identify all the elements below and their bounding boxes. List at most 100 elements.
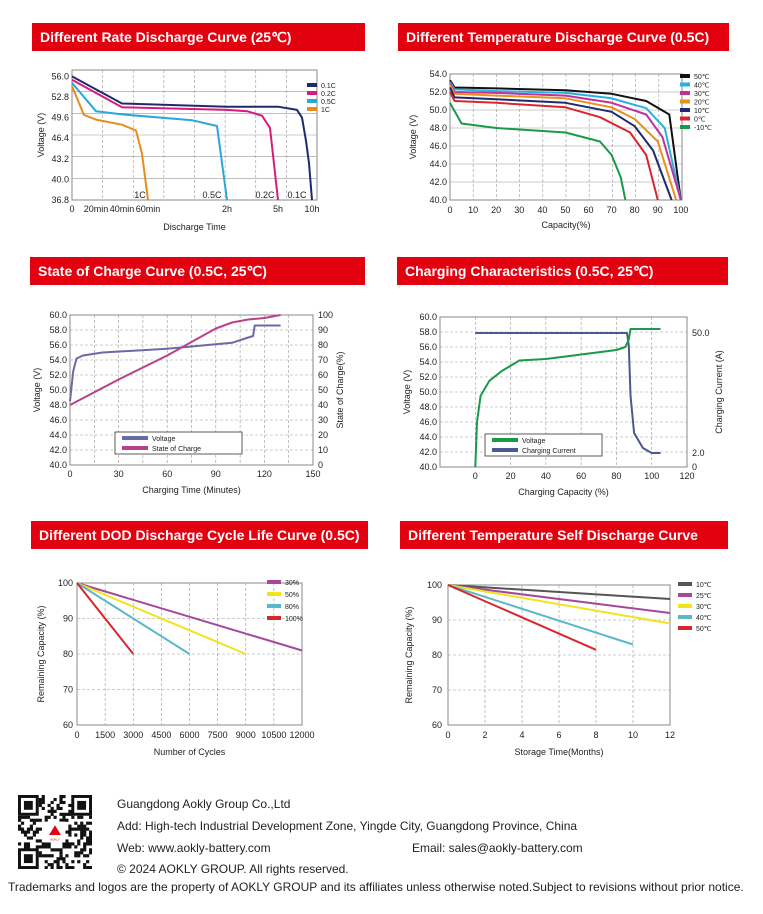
qr-module bbox=[77, 851, 81, 855]
tick-label: 54.0 bbox=[49, 355, 67, 365]
tick-label: 60.0 bbox=[49, 310, 67, 320]
series-line-0 bbox=[449, 79, 682, 201]
qr-module bbox=[77, 824, 81, 828]
qr-module bbox=[35, 845, 39, 849]
qr-module bbox=[74, 833, 78, 837]
tick-label: 60.0 bbox=[419, 312, 437, 322]
legend-label: 10℃ bbox=[696, 582, 712, 589]
legend-label: -10℃ bbox=[694, 125, 712, 132]
legend-label: 1C bbox=[321, 107, 330, 114]
qr-module bbox=[20, 815, 25, 819]
qr-module bbox=[83, 827, 87, 831]
tick-label: 60 bbox=[318, 370, 328, 380]
legend-label: 20℃ bbox=[694, 100, 710, 107]
qr-module bbox=[26, 836, 31, 840]
qr-module bbox=[41, 842, 45, 846]
tick-label: 90 bbox=[211, 469, 221, 479]
disclaimer: Trademarks and logos are the property of… bbox=[8, 880, 744, 894]
tick-label: 60 bbox=[432, 720, 442, 730]
legend-swatch bbox=[678, 582, 692, 586]
series-line-0_5C bbox=[71, 82, 228, 201]
qr-module bbox=[89, 842, 92, 846]
tick-label: 80 bbox=[611, 471, 621, 481]
qr-module bbox=[80, 824, 84, 828]
qr-module bbox=[86, 842, 90, 846]
tick-label: 20 bbox=[506, 471, 516, 481]
qr-module bbox=[38, 797, 42, 802]
tick-label: 4500 bbox=[151, 730, 171, 740]
tick-label: 43.2 bbox=[51, 154, 69, 164]
legend-label: 50℃ bbox=[696, 626, 712, 633]
qr-module bbox=[59, 797, 63, 802]
legend-label: Charging Current bbox=[522, 448, 576, 455]
chart6-title-banner: Different Temperature Self Discharge Cur… bbox=[400, 521, 728, 549]
qr-module bbox=[23, 830, 28, 834]
qr-module bbox=[74, 821, 78, 825]
qr-module bbox=[47, 809, 51, 813]
legend-swatch bbox=[267, 592, 281, 596]
legend-swatch bbox=[307, 107, 317, 111]
qr-finder bbox=[23, 854, 33, 864]
series-line-2 bbox=[447, 584, 671, 625]
qr-module bbox=[65, 839, 69, 843]
aokly-logo-text: AOKLY bbox=[50, 838, 60, 842]
tick-label: 46.0 bbox=[429, 141, 447, 151]
qr-module bbox=[26, 815, 31, 819]
tick-label: 2h bbox=[222, 204, 232, 214]
legend-label: Voltage bbox=[152, 436, 175, 443]
qr-module bbox=[83, 854, 87, 858]
tick-label: 8 bbox=[593, 730, 598, 740]
qr-module bbox=[32, 818, 36, 822]
qr-module bbox=[68, 827, 72, 831]
tick-label: 42.0 bbox=[429, 177, 447, 187]
qr-module bbox=[71, 815, 75, 819]
tick-label: 90 bbox=[653, 205, 663, 215]
tick-label: 3000 bbox=[123, 730, 143, 740]
qr-module bbox=[86, 836, 90, 840]
tick-label: 100 bbox=[58, 578, 73, 588]
qr-module bbox=[59, 812, 63, 816]
series-line-2 bbox=[449, 82, 682, 201]
qr-module bbox=[32, 821, 36, 825]
qr-module bbox=[50, 812, 54, 816]
legend-swatch bbox=[680, 116, 690, 121]
qr-module bbox=[56, 803, 60, 808]
tick-label: 0 bbox=[69, 204, 74, 214]
legend-swatch bbox=[492, 438, 518, 442]
qr-module bbox=[20, 827, 25, 831]
tick-label: 80 bbox=[318, 340, 328, 350]
qr-module bbox=[50, 806, 54, 810]
qr-module bbox=[83, 824, 87, 828]
qr-module bbox=[65, 830, 69, 834]
tick-label: 50.0 bbox=[429, 105, 447, 115]
qr-code-icon: AOKLY bbox=[18, 795, 92, 869]
qr-module bbox=[50, 809, 54, 813]
legend-swatch bbox=[680, 125, 690, 129]
tick-label: 44.0 bbox=[49, 430, 67, 440]
qr-module bbox=[53, 797, 57, 802]
tick-label: 100 bbox=[318, 310, 333, 320]
website-link[interactable]: Web: www.aokly-battery.com bbox=[117, 841, 271, 855]
tick-label: 58.0 bbox=[49, 325, 67, 335]
legend-label: 0℃ bbox=[694, 117, 706, 124]
y-axis-label: Remaining Capacity (%) bbox=[36, 605, 46, 702]
qr-module bbox=[77, 839, 81, 843]
qr-module bbox=[83, 863, 87, 867]
tick-label: 2.0 bbox=[692, 448, 705, 458]
qr-module bbox=[83, 830, 87, 834]
qr-module bbox=[41, 845, 45, 849]
tick-label: 0 bbox=[318, 460, 323, 470]
qr-module bbox=[62, 845, 66, 849]
qr-module bbox=[23, 833, 28, 837]
tick-label: 56.0 bbox=[49, 340, 67, 350]
qr-module bbox=[68, 833, 72, 837]
email-link[interactable]: Email: sales@aokly-battery.com bbox=[412, 841, 583, 855]
qr-module bbox=[86, 866, 90, 869]
qr-module bbox=[68, 812, 72, 816]
qr-module bbox=[74, 854, 78, 858]
tick-label: 52.0 bbox=[429, 87, 447, 97]
qr-module bbox=[74, 851, 78, 855]
qr-module bbox=[59, 818, 63, 822]
qr-module bbox=[89, 830, 92, 834]
legend-swatch bbox=[492, 448, 518, 452]
